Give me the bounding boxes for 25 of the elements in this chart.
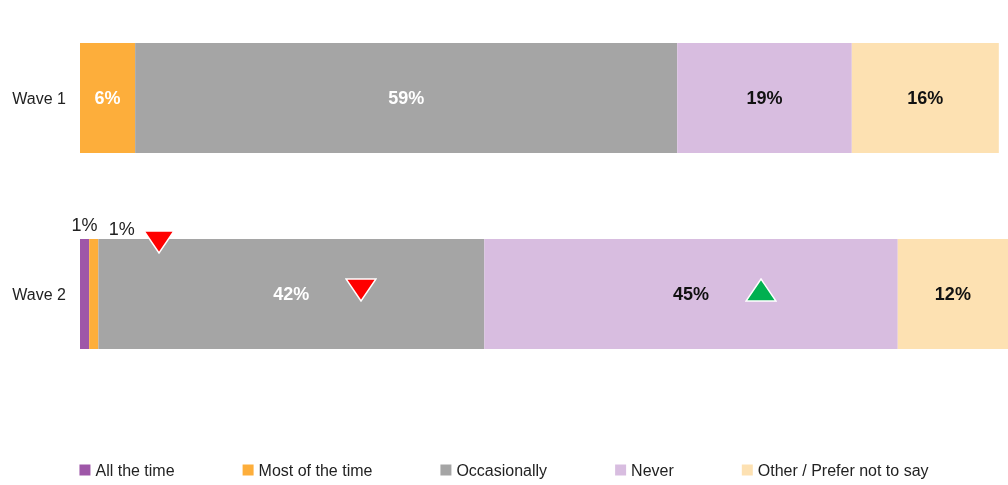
bar [98, 239, 485, 349]
legend-label: All the time [95, 461, 175, 479]
legend-label: Occasionally [456, 461, 548, 479]
data-label: 42% [273, 284, 310, 304]
bar [677, 43, 852, 153]
bar [80, 43, 136, 153]
legend-label: Never [631, 461, 675, 479]
bar [135, 43, 678, 153]
data-label: 16% [907, 88, 944, 108]
legend-label: Most of the time [258, 461, 373, 479]
data-label: 1% [108, 219, 135, 239]
bar [484, 239, 898, 349]
data-label: 1% [71, 215, 98, 235]
data-label: 6% [94, 88, 121, 108]
data-label: 19% [746, 88, 783, 108]
data-label: 12% [934, 284, 971, 304]
bar [80, 239, 90, 349]
data-label: 59% [388, 88, 425, 108]
bar [89, 239, 99, 349]
y-tick-label: Wave 2 [12, 285, 67, 303]
legend-label: Other / Prefer not to say [757, 461, 929, 479]
bar [897, 239, 1008, 349]
bar [851, 43, 999, 153]
y-tick-label: Wave 1 [12, 89, 67, 107]
data-label: 45% [672, 284, 710, 304]
